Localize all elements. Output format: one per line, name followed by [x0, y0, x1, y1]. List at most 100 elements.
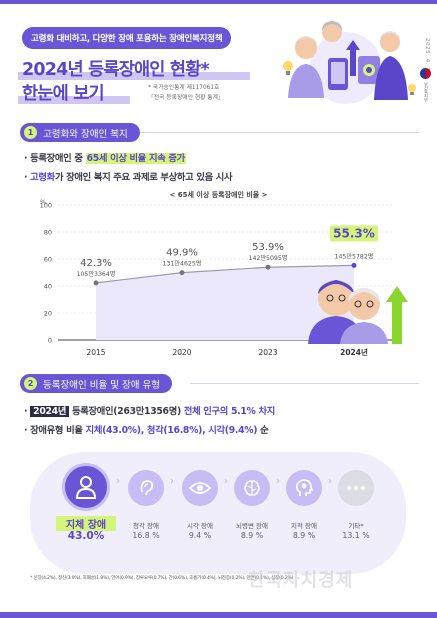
type-value-0: 43.0% — [67, 530, 105, 542]
hearing-disability-circle — [128, 470, 164, 506]
chart-title: < 65세 이상 등록장애인 비율 > — [169, 191, 268, 199]
s2-bullet1-middle: 등록장애인(263만1356명) — [69, 406, 184, 417]
section1-bullet2: · 고령화가 장애인 복지 주요 과제로 부상하고 있음 시사 — [24, 169, 233, 183]
data-label: 42.3% — [80, 258, 112, 269]
s2-bullet2-h2: 청각(16.8%) — [146, 425, 203, 436]
watermark: 한국자치경제 — [248, 570, 354, 591]
data-label: 49.9% — [166, 248, 198, 259]
source-note-2: 「전국 등록장애인 현황 통계」 — [148, 95, 224, 101]
x-tick-label: 2020 — [172, 348, 191, 357]
s2-bullet2-sep2: , — [202, 425, 209, 436]
area-fill — [96, 265, 354, 340]
grandfather-figure — [374, 31, 408, 100]
chevron-right-icon: › — [276, 476, 280, 487]
s2-bullet2-suffix: 순 — [257, 425, 269, 436]
data-point — [93, 280, 99, 286]
s2-bullet2-h3: 시각(9.4%) — [208, 425, 258, 436]
chevron-right-icon: › — [170, 476, 174, 487]
section1-divider — [140, 132, 419, 133]
type-label-2: 시각 장애 — [187, 522, 213, 530]
count-label: 105만3364명 — [77, 270, 116, 278]
y-tick-label: 0 — [48, 337, 52, 345]
section1-title: 고령화와 장애인 복지 — [43, 128, 128, 140]
data-point — [351, 262, 357, 268]
elderly-couple-illustration — [308, 280, 408, 344]
ministry-name: 보건복지부 — [424, 82, 429, 102]
y-tick-label: 40 — [44, 283, 52, 291]
brain-icon — [244, 480, 260, 496]
bullet1-prefix: · 등록장애인 중 — [24, 153, 86, 164]
s2-bullet1-prefix: · — [24, 406, 31, 417]
elderly-woman-figure — [322, 21, 342, 42]
type-value-2: 9.4 % — [188, 531, 212, 540]
chevron-right-icon: › — [224, 476, 228, 487]
increase-arrow-icon — [386, 286, 408, 344]
bullet1-highlight: 65세 이상 비율 지속 증가 — [85, 153, 186, 164]
footnote: * 신장(4.2%), 정신(3.9%), 자폐성(1.8%), 언어(0.9%… — [30, 576, 294, 581]
bulb-icon — [283, 61, 293, 75]
count-label: 142만5095명 — [249, 254, 288, 262]
type-label-3: 뇌병변 장애 — [236, 522, 268, 530]
series-line — [95, 264, 355, 284]
data-point — [179, 270, 185, 276]
x-tick-label: 2023 — [258, 348, 277, 357]
type-value-3: 8.9 % — [240, 531, 264, 540]
ratio-line-chart: % 0 20 40 60 80 100 42.3%105만3364명 2015 49.9%131만… — [40, 198, 395, 357]
bulb-icon-2 — [408, 84, 416, 95]
data-point — [265, 264, 271, 270]
type-value-1: 16.8 % — [132, 531, 160, 540]
ministry-emblem-icon — [420, 68, 431, 79]
x-tick-label: 2015 — [86, 348, 105, 357]
data-label: 53.9% — [252, 242, 284, 253]
section1-bullet1: · 등록장애인 중 65세 이상 비율 지속 증가 — [24, 150, 186, 164]
y-tick-label: 80 — [44, 229, 52, 237]
s2-bullet2-prefix: · 장애유형 비율 — [24, 425, 86, 436]
type-label-1: 청각 장애 — [133, 522, 159, 530]
section2-header: 2 등록장애인 비율 및 장애 유형 — [20, 374, 172, 393]
chevron-right-icon: › — [328, 476, 332, 487]
count-label: 131만4625명 — [163, 260, 202, 268]
title-underline-2 — [18, 96, 130, 104]
section2-number: 2 — [24, 377, 37, 390]
bullet2-highlight: 고령화 — [30, 172, 55, 183]
x-tick-label: 2024년 — [340, 347, 368, 357]
type-label-5: 기타* — [348, 522, 364, 530]
other-disability-circle — [338, 470, 374, 506]
brain-disability-circle — [234, 470, 270, 506]
data-label: 55.3% — [333, 226, 375, 240]
highlight-box — [330, 225, 378, 242]
y-tick-label: 20 — [44, 310, 52, 318]
type-label-4: 지적 장애 — [291, 522, 317, 530]
person-icon — [75, 476, 97, 499]
type-value-4: 8.9 % — [292, 531, 316, 540]
publish-date: 2025. 4. 17. — [424, 38, 430, 78]
section2-bullet2: · 장애유형 비율 지체(43.0%), 청각(16.8%), 시각(9.4%)… — [24, 422, 269, 436]
eye-icon — [189, 482, 211, 494]
s2-bullet2-sep1: , — [140, 425, 147, 436]
bullet2-suffix: 가 장애인 복지 주요 과제로 부상하고 있음 시사 — [54, 172, 233, 183]
bullet2-prefix: · — [24, 172, 31, 183]
title-underline — [18, 72, 250, 80]
y-axis-unit: % — [40, 198, 46, 206]
s2-bullet1-highlight: 전체 인구의 5.1% 차지 — [183, 406, 276, 417]
visual-disability-circle — [182, 470, 218, 506]
policy-tag: 고령화 대비하고, 다양한 장애 포용하는 장애인복지정책 — [22, 27, 232, 49]
header-illustration — [283, 21, 416, 104]
y-tick-label: 60 — [44, 256, 52, 264]
page-subtitle: 한눈에 보기 — [22, 84, 105, 104]
source-note-1: * 국가승인통계 제117061호 — [148, 85, 220, 91]
arrow-icon — [350, 48, 356, 76]
s2-bullet2-h1: 지체(43.0%) — [85, 425, 141, 436]
ear-icon — [140, 480, 154, 496]
section2-divider — [190, 383, 419, 384]
section2-title: 등록장애인 비율 및 장애 유형 — [43, 379, 160, 391]
head-puzzle-icon — [296, 479, 314, 496]
dots-icon — [347, 486, 365, 490]
section1-number: 1 — [24, 126, 37, 139]
elderly-man-figure — [288, 36, 324, 98]
type-label-0: 지체 장애 — [56, 516, 116, 531]
s2-bullet1-year: 2024년 — [30, 406, 70, 417]
y-tick-label: 100 — [40, 202, 52, 210]
section2-bullet1: · 2024년 등록장애인(263만1356명) 전체 인구의 5.1% 차지 — [24, 403, 275, 417]
